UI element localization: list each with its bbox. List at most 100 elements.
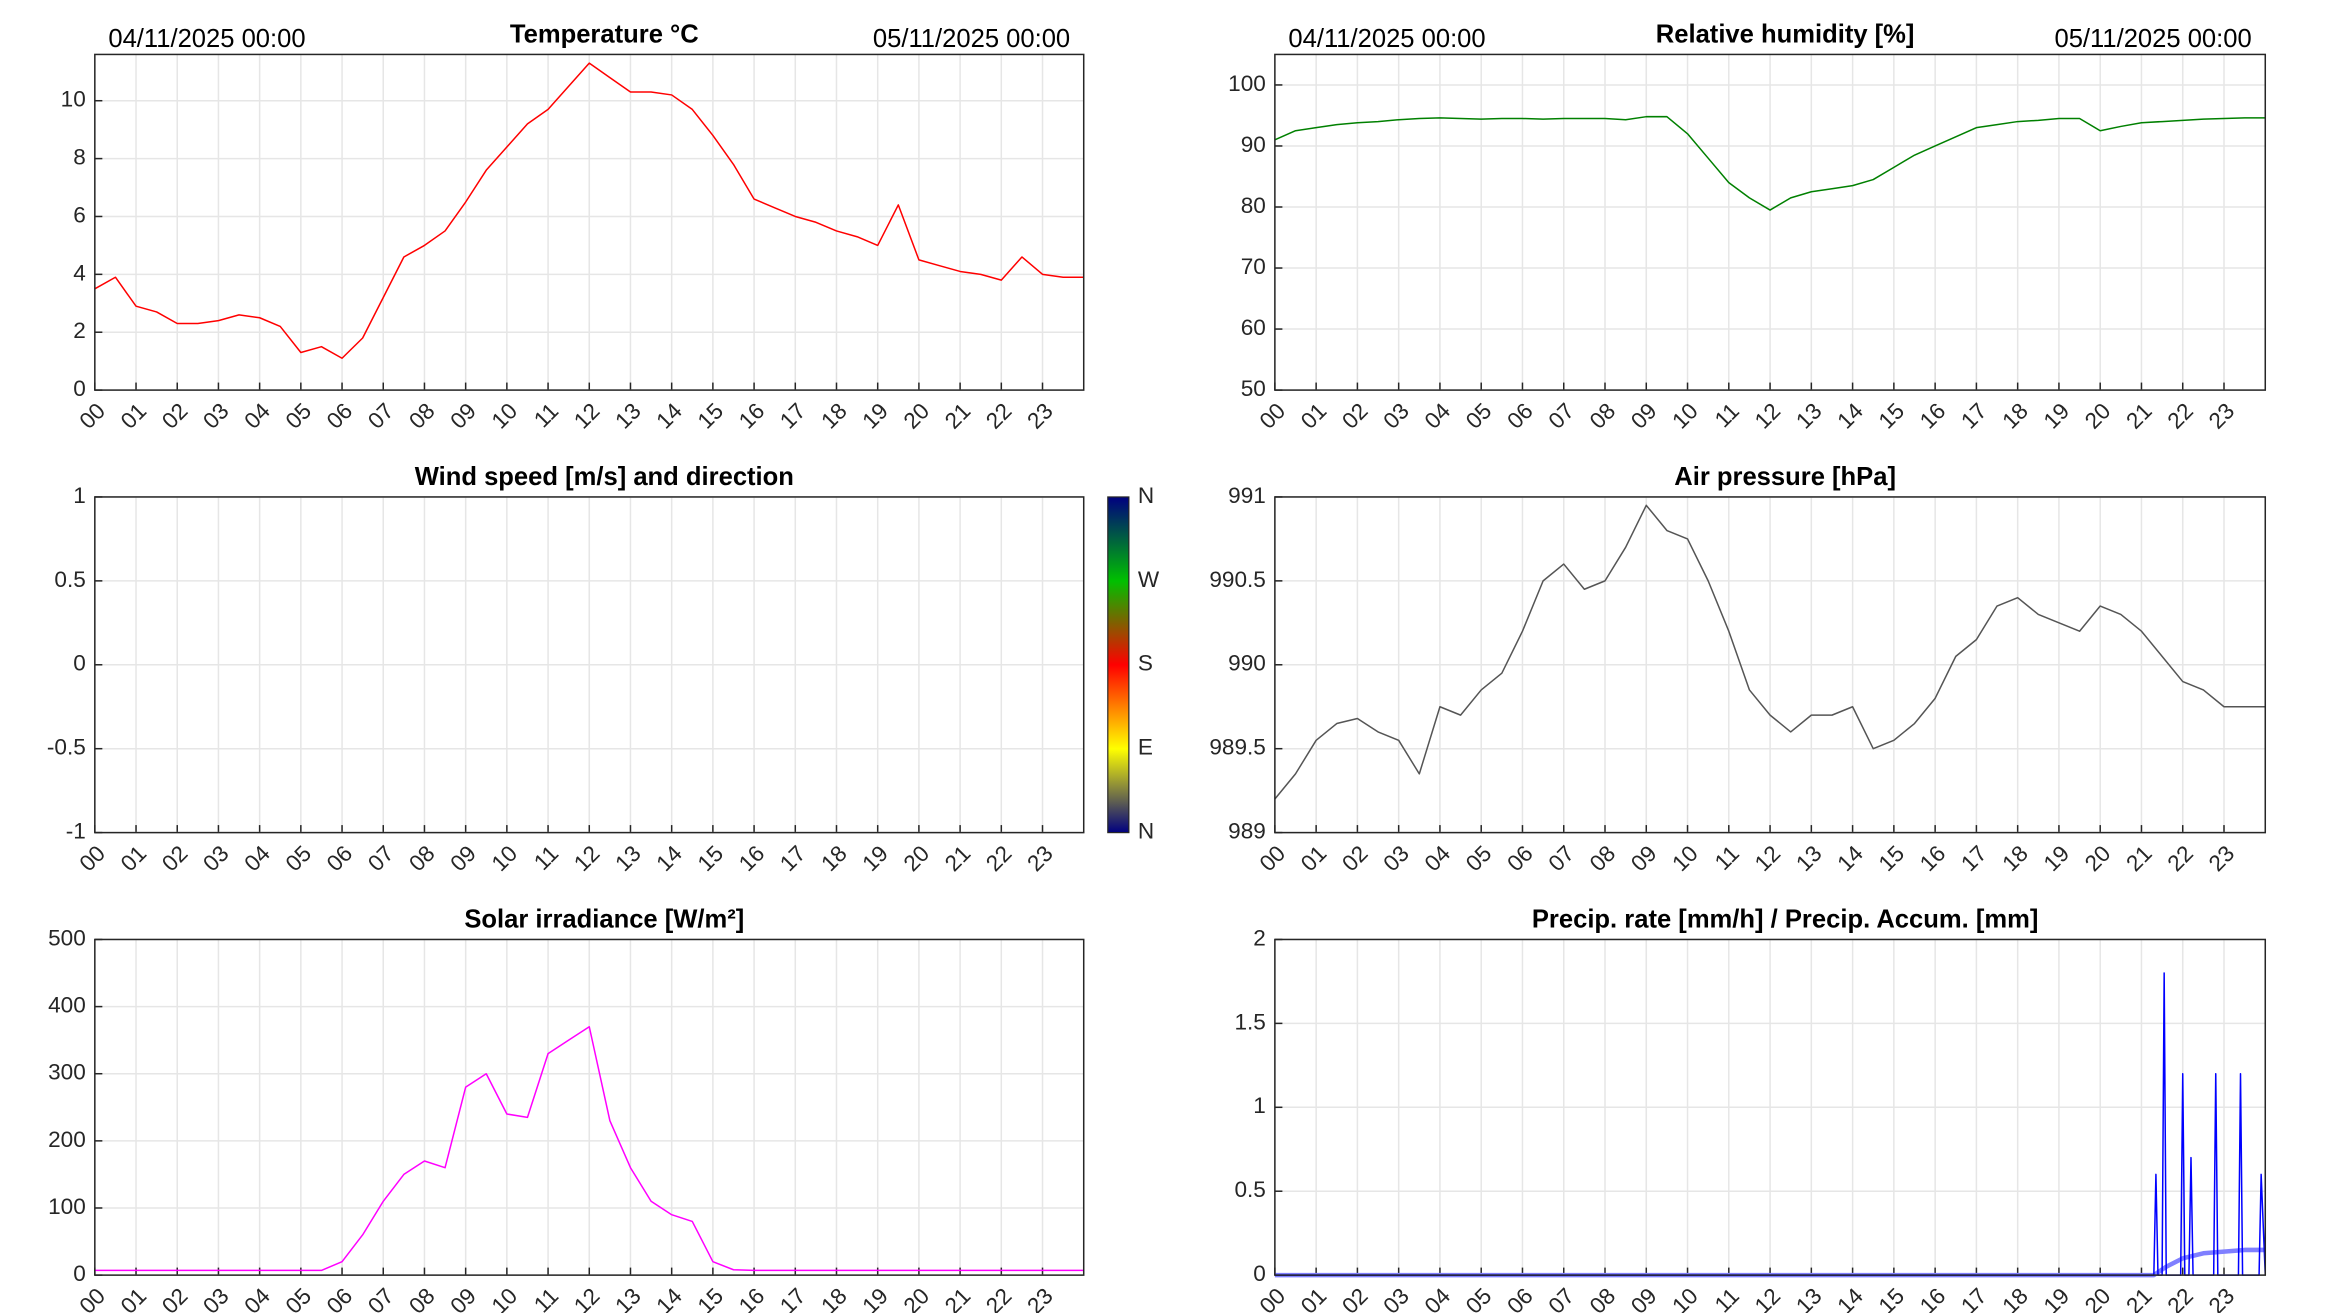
chart-title: Temperature °C	[510, 20, 699, 48]
x-tick-label: 13	[1791, 1283, 1826, 1313]
axes-box	[94, 53, 1085, 391]
y-tick-label: 0	[73, 376, 86, 401]
x-tick-label: 05	[1461, 398, 1496, 433]
y-tick-label: 2	[73, 318, 86, 343]
x-tick-label: 19	[858, 841, 893, 876]
y-tick-label: 300	[48, 1060, 86, 1085]
series-line	[94, 62, 1084, 360]
x-tick-label: 08	[1585, 1283, 1620, 1313]
x-tick-label: 22	[981, 841, 1016, 876]
x-tick-label: 01	[116, 841, 151, 876]
x-tick-label: 22	[2163, 398, 2198, 433]
colorbar-label: N	[1138, 819, 1154, 844]
axes-box	[1274, 53, 2267, 391]
x-tick-label: 10	[1667, 1283, 1702, 1313]
x-tick-label: 04	[239, 398, 274, 433]
x-tick-label: 00	[1255, 841, 1290, 876]
x-tick-label: 16	[734, 398, 769, 433]
x-tick-label: 13	[1791, 841, 1826, 876]
x-tick-label: 10	[487, 841, 522, 876]
x-tick-label: 07	[363, 841, 398, 876]
x-tick-label: 23	[2204, 398, 2239, 433]
x-tick-label: 03	[1379, 841, 1414, 876]
x-tick-label: 05	[1461, 841, 1496, 876]
x-tick-label: 11	[1710, 398, 1744, 432]
x-tick-label: 14	[652, 841, 687, 876]
x-tick-label: 12	[1750, 841, 1785, 876]
y-tick-label: 1	[1253, 1093, 1266, 1118]
x-tick-label: 13	[610, 841, 645, 876]
x-tick-label: 09	[446, 1283, 481, 1313]
x-tick-label: 09	[1626, 841, 1661, 876]
chart-title: Solar irradiance [W/m²]	[464, 905, 744, 933]
chart-title: Air pressure [hPa]	[1674, 463, 1896, 491]
x-tick-label: 17	[1956, 1283, 1991, 1313]
x-tick-label: 08	[1585, 398, 1620, 433]
y-tick-label: 989	[1228, 819, 1266, 844]
x-tick-label: 07	[1544, 841, 1579, 876]
x-tick-label: 04	[239, 841, 274, 876]
x-tick-label: 14	[652, 398, 687, 433]
x-tick-label: 18	[816, 1283, 851, 1313]
y-tick-label: 0	[73, 1261, 86, 1286]
x-tick-label: 20	[899, 398, 934, 433]
y-tick-label: 100	[1228, 71, 1266, 96]
x-tick-label: 16	[734, 841, 769, 876]
x-tick-label: 02	[1337, 841, 1372, 876]
y-tick-label: 10	[61, 87, 86, 112]
x-tick-label: 09	[446, 841, 481, 876]
x-tick-label: 04	[239, 1283, 274, 1313]
x-tick-label: 20	[899, 841, 934, 876]
x-tick-label: 16	[734, 1283, 769, 1313]
y-tick-label: 90	[1241, 132, 1266, 157]
x-tick-label: 08	[1585, 841, 1620, 876]
x-tick-label: 14	[1832, 398, 1867, 433]
y-tick-label: -1	[66, 819, 86, 844]
x-tick-label: 23	[1022, 841, 1057, 876]
chart-title: Relative humidity [%]	[1656, 20, 1915, 48]
y-tick-label: 990	[1228, 651, 1266, 676]
x-tick-label: 02	[157, 841, 192, 876]
y-tick-label: 70	[1241, 254, 1266, 279]
x-tick-label: 09	[446, 398, 481, 433]
x-tick-label: 03	[198, 398, 233, 433]
x-tick-label: 16	[1915, 1283, 1950, 1313]
x-tick-label: 06	[1502, 398, 1537, 433]
x-tick-label: 06	[322, 398, 357, 433]
y-tick-label: 8	[73, 145, 86, 170]
x-tick-label: 23	[2204, 841, 2239, 876]
series-line	[1274, 504, 2266, 800]
x-tick-label: 21	[940, 1283, 975, 1313]
x-tick-label: 20	[2080, 841, 2115, 876]
x-tick-label: 05	[1461, 1283, 1496, 1313]
x-tick-label: 05	[281, 841, 316, 876]
x-tick-label: 03	[198, 841, 233, 876]
x-tick-label: 18	[816, 398, 851, 433]
x-tick-label: 12	[569, 398, 604, 433]
x-tick-label: 03	[1379, 398, 1414, 433]
colorbar-label: N	[1138, 483, 1154, 508]
x-tick-label: 14	[1832, 1283, 1867, 1313]
y-tick-label: -0.5	[47, 735, 86, 760]
x-tick-label: 11	[529, 398, 563, 432]
x-tick-label: 06	[1502, 1283, 1537, 1313]
x-tick-label: 22	[981, 1283, 1016, 1313]
x-tick-label: 20	[2080, 398, 2115, 433]
x-tick-label: 17	[1956, 398, 1991, 433]
y-tick-label: 0	[1253, 1261, 1266, 1286]
x-tick-label: 19	[2039, 398, 2074, 433]
x-tick-label: 20	[899, 1283, 934, 1313]
x-tick-label: 11	[529, 1283, 563, 1313]
x-tick-label: 21	[2121, 841, 2156, 876]
y-tick-label: 990.5	[1209, 567, 1265, 592]
x-tick-label: 14	[652, 1283, 687, 1313]
x-tick-label: 13	[1791, 398, 1826, 433]
x-tick-label: 00	[1255, 398, 1290, 433]
x-tick-label: 15	[693, 1283, 728, 1313]
x-tick-label: 11	[1710, 841, 1744, 875]
x-tick-label: 18	[1998, 841, 2033, 876]
x-tick-label: 02	[1337, 1283, 1372, 1313]
x-tick-label: 05	[281, 1283, 316, 1313]
x-tick-label: 03	[198, 1283, 233, 1313]
